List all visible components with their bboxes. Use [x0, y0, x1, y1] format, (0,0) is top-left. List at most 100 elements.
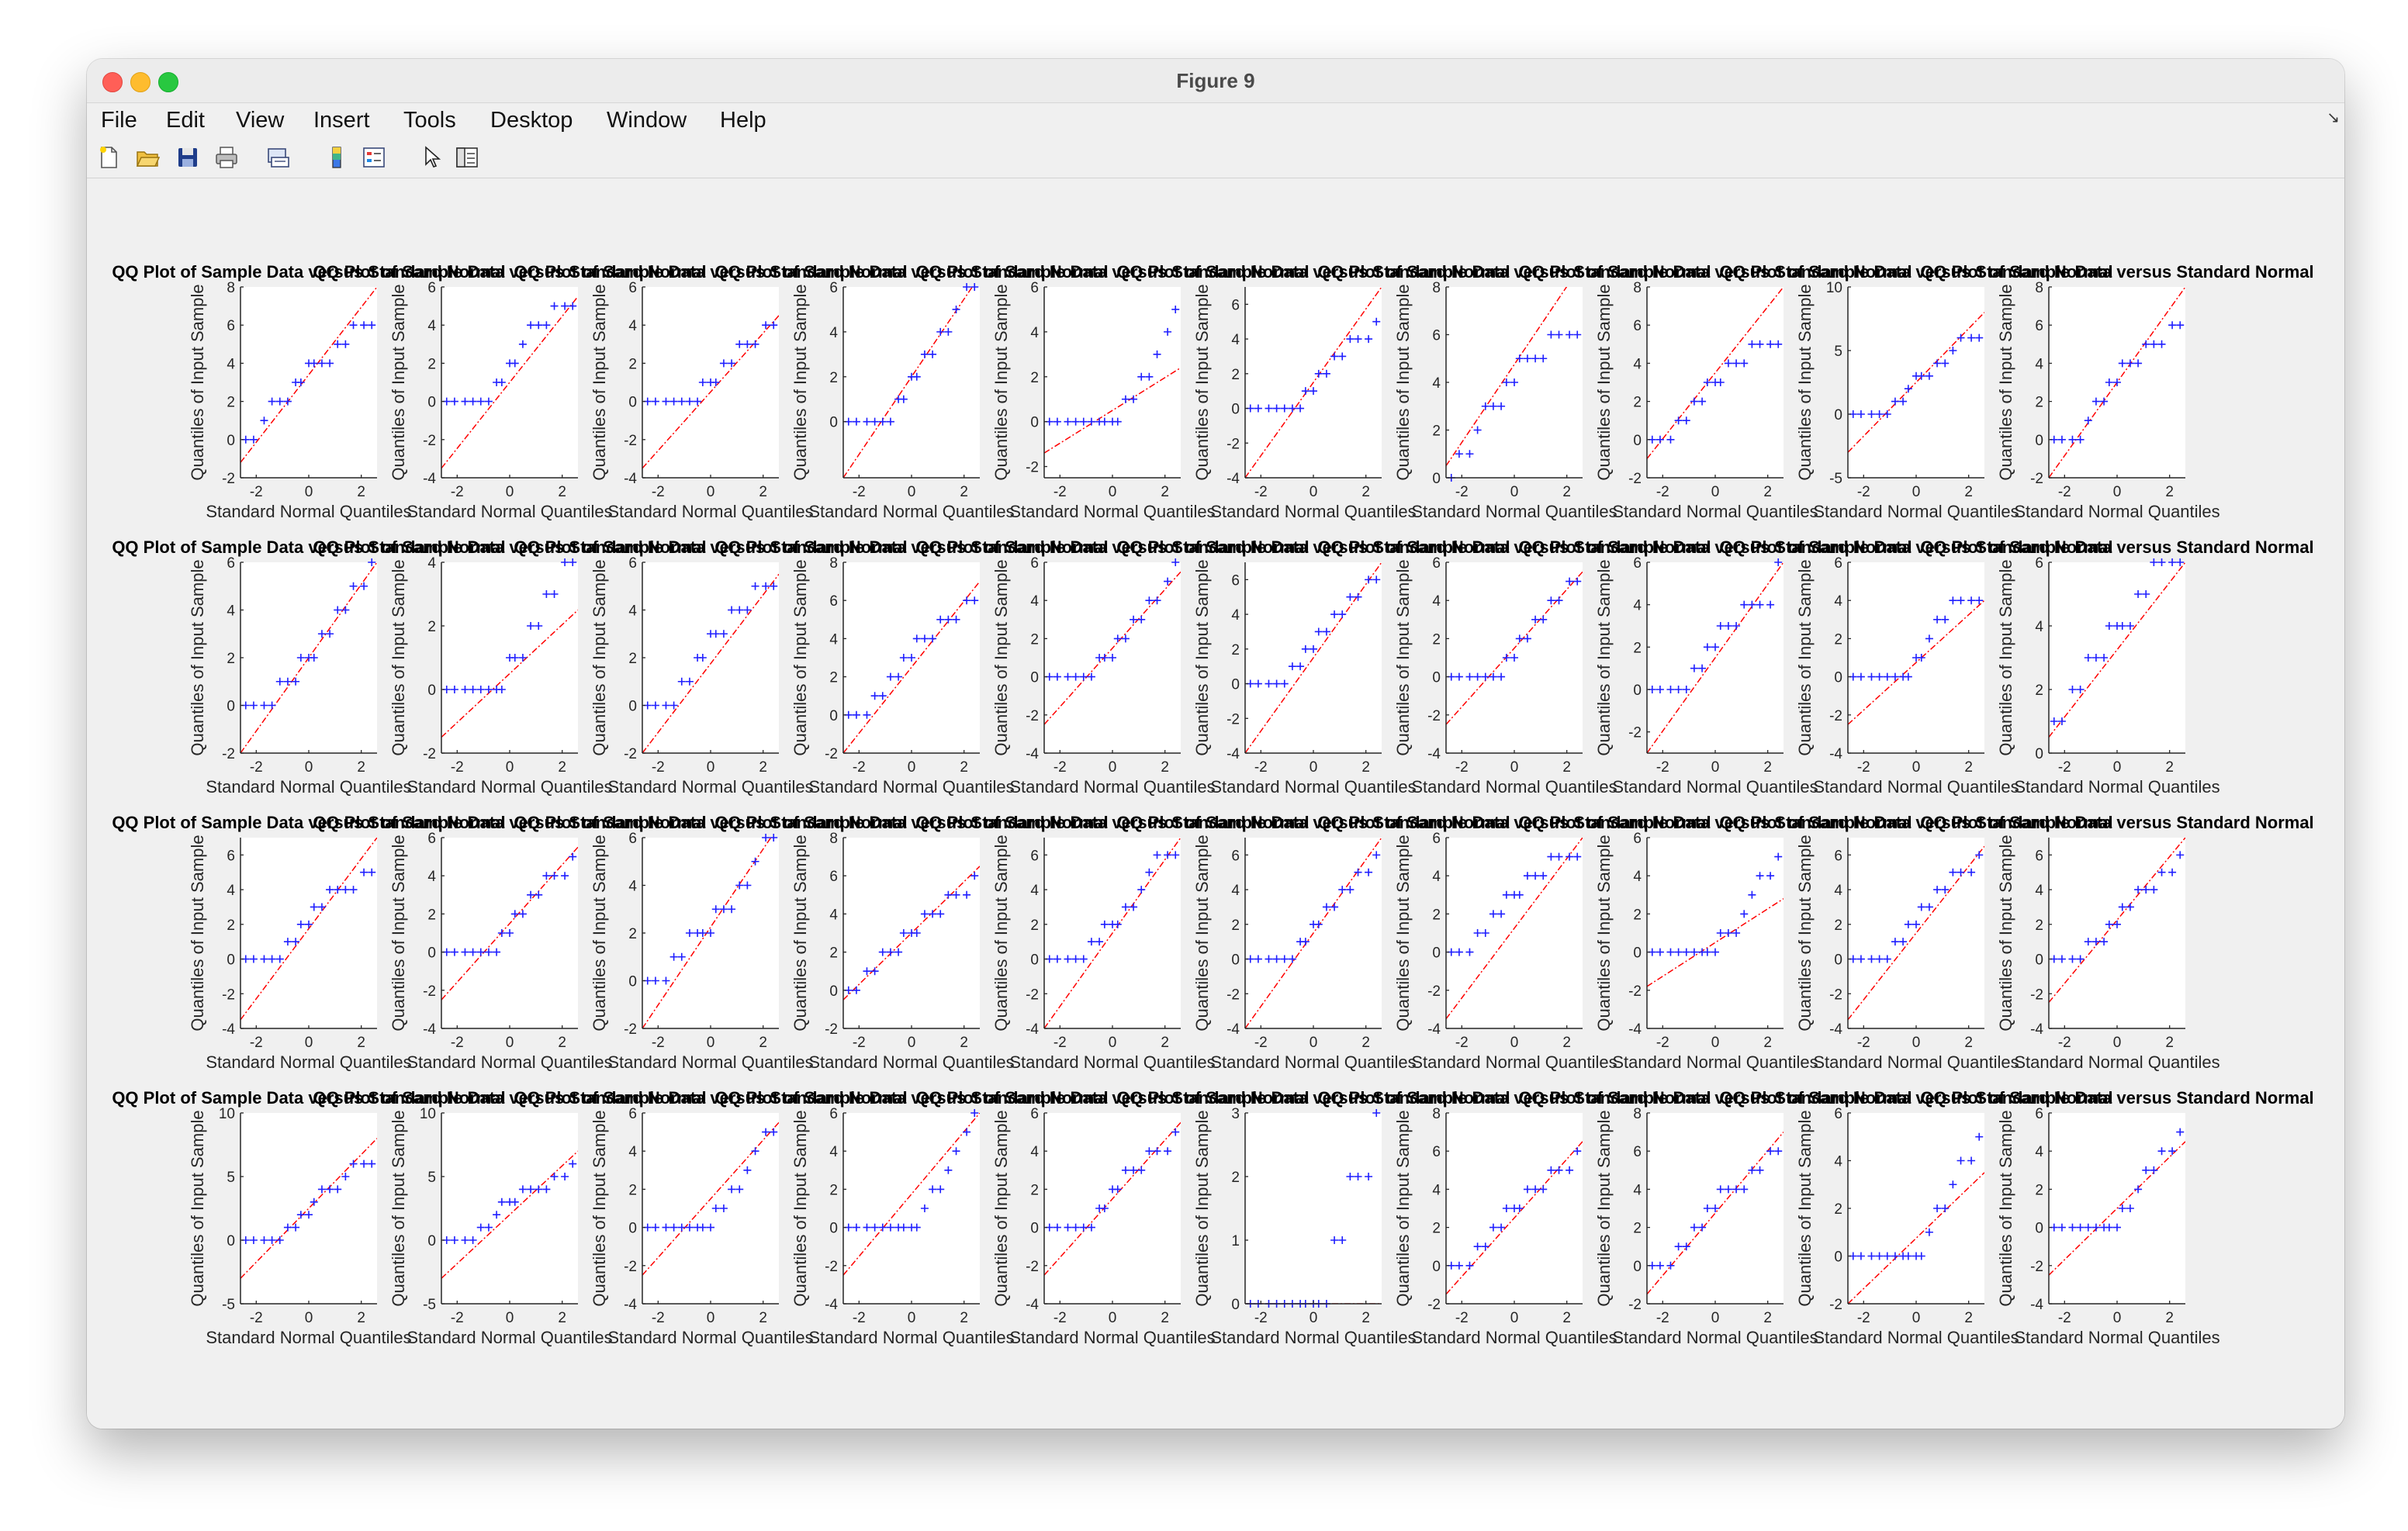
y-tick-label: -2: [1226, 711, 1240, 727]
data-point: [1346, 886, 1354, 894]
data-point: [1354, 1173, 1362, 1180]
data-point: [493, 948, 501, 956]
maximize-window-button[interactable]: [158, 72, 178, 92]
open-file-icon[interactable]: [135, 145, 160, 170]
plot-title: QQ Plot of Sample Data versus Standard N…: [1116, 537, 1510, 557]
data-point: [1740, 1185, 1749, 1194]
qq-plot: QQ Plot of Sample Data versus Standard N…: [714, 537, 1108, 797]
data-point: [707, 1223, 714, 1232]
data-point: [685, 397, 694, 406]
data-point: [368, 321, 376, 330]
data-point: [1539, 354, 1548, 363]
menu-desktop[interactable]: Desktop: [490, 108, 573, 133]
reference-line: [1848, 1172, 1984, 1304]
export-icon[interactable]: [265, 145, 290, 170]
data-point: [1455, 1261, 1463, 1270]
y-tick-label: -4: [423, 1021, 436, 1038]
data-point: [1296, 662, 1305, 671]
data-point: [936, 615, 945, 624]
data-point: [1314, 920, 1323, 928]
plot-title: QQ Plot of Sample Data versus Standard N…: [313, 262, 706, 282]
data-point: [542, 1185, 551, 1194]
data-point: [1265, 404, 1273, 413]
data-point: [1867, 1252, 1876, 1260]
data-point: [743, 1166, 752, 1174]
data-point: [1265, 955, 1273, 963]
y-axis-label: Quantiles of Input Sample: [389, 835, 408, 1031]
data-point: [1682, 1242, 1690, 1251]
title-bar: Figure 9: [87, 59, 2344, 103]
data-point: [1941, 615, 1950, 624]
data-point: [493, 1211, 501, 1219]
save-icon[interactable]: [175, 145, 200, 170]
data-point: [2118, 359, 2126, 368]
data-point: [1280, 955, 1289, 963]
legend-icon[interactable]: [362, 145, 386, 170]
data-point: [2076, 435, 2085, 444]
data-point: [1372, 851, 1381, 859]
data-point: [2176, 321, 2185, 330]
reference-line: [1446, 838, 1583, 1020]
data-point: [1856, 410, 1865, 418]
data-point: [1899, 938, 1908, 946]
data-point: [1703, 643, 1711, 651]
data-markers: [442, 1159, 577, 1244]
data-point: [894, 672, 903, 681]
plot-area: [1848, 287, 1984, 478]
property-inspector-icon[interactable]: [455, 145, 479, 170]
plot-title: QQ Plot of Sample Data versus Standard N…: [514, 262, 907, 282]
data-point: [2105, 920, 2113, 928]
data-markers: [2050, 321, 2185, 444]
data-point: [743, 340, 752, 348]
x-tick-label: 2: [1361, 1310, 1370, 1326]
data-point: [268, 955, 276, 963]
data-point: [561, 1173, 569, 1180]
data-point: [711, 905, 720, 914]
reference-line: [1446, 287, 1568, 467]
reference-line: [1044, 1121, 1181, 1276]
x-tick-label: -2: [1254, 759, 1268, 776]
data-markers: [1045, 1128, 1180, 1232]
qq-plot: QQ Plot of Sample Data versus Standard N…: [514, 537, 907, 797]
plot-title: QQ Plot of Sample Data versus Standard N…: [714, 813, 1108, 832]
pointer-icon[interactable]: [419, 145, 444, 170]
data-markers: [241, 321, 376, 444]
new-figure-icon[interactable]: [96, 145, 121, 170]
data-point: [1867, 955, 1876, 963]
data-point: [1856, 672, 1865, 681]
print-icon[interactable]: [214, 145, 239, 170]
data-point: [1656, 435, 1664, 444]
y-tick-label: 4: [1834, 593, 1842, 610]
data-point: [1956, 334, 1965, 342]
data-point: [1949, 596, 1957, 605]
x-tick-label: -2: [2058, 1035, 2071, 1051]
menu-window[interactable]: Window: [607, 108, 687, 133]
x-tick-label: 2: [759, 484, 767, 500]
menu-help[interactable]: Help: [720, 108, 766, 133]
y-axis-label: Quantiles of Input Sample: [1192, 559, 1212, 755]
data-point: [1455, 948, 1463, 956]
data-point: [1555, 330, 1563, 339]
data-point: [1121, 903, 1130, 911]
y-tick-label: 6: [628, 831, 637, 847]
menu-insert[interactable]: Insert: [313, 108, 370, 133]
colorbar-icon[interactable]: [324, 145, 349, 170]
menu-view[interactable]: View: [236, 108, 285, 133]
y-tick-label: 0: [1432, 1259, 1441, 1275]
data-point: [878, 417, 887, 426]
minimize-window-button[interactable]: [130, 72, 150, 92]
data-point: [1698, 1223, 1707, 1232]
dock-arrow-icon[interactable]: ↘: [2327, 109, 2340, 126]
menu-edit[interactable]: Edit: [166, 108, 205, 133]
data-point: [561, 872, 569, 880]
data-point: [1891, 397, 1899, 406]
data-markers: [844, 1109, 979, 1232]
data-point: [1145, 596, 1154, 605]
data-point: [2105, 1223, 2113, 1232]
data-point: [1121, 395, 1130, 403]
menu-file[interactable]: File: [101, 108, 137, 133]
menu-tools[interactable]: Tools: [403, 108, 456, 133]
x-tick-label: -2: [1857, 1035, 1870, 1051]
close-window-button[interactable]: [102, 72, 123, 92]
x-axis-label: Standard Normal Quantiles: [407, 1052, 612, 1072]
